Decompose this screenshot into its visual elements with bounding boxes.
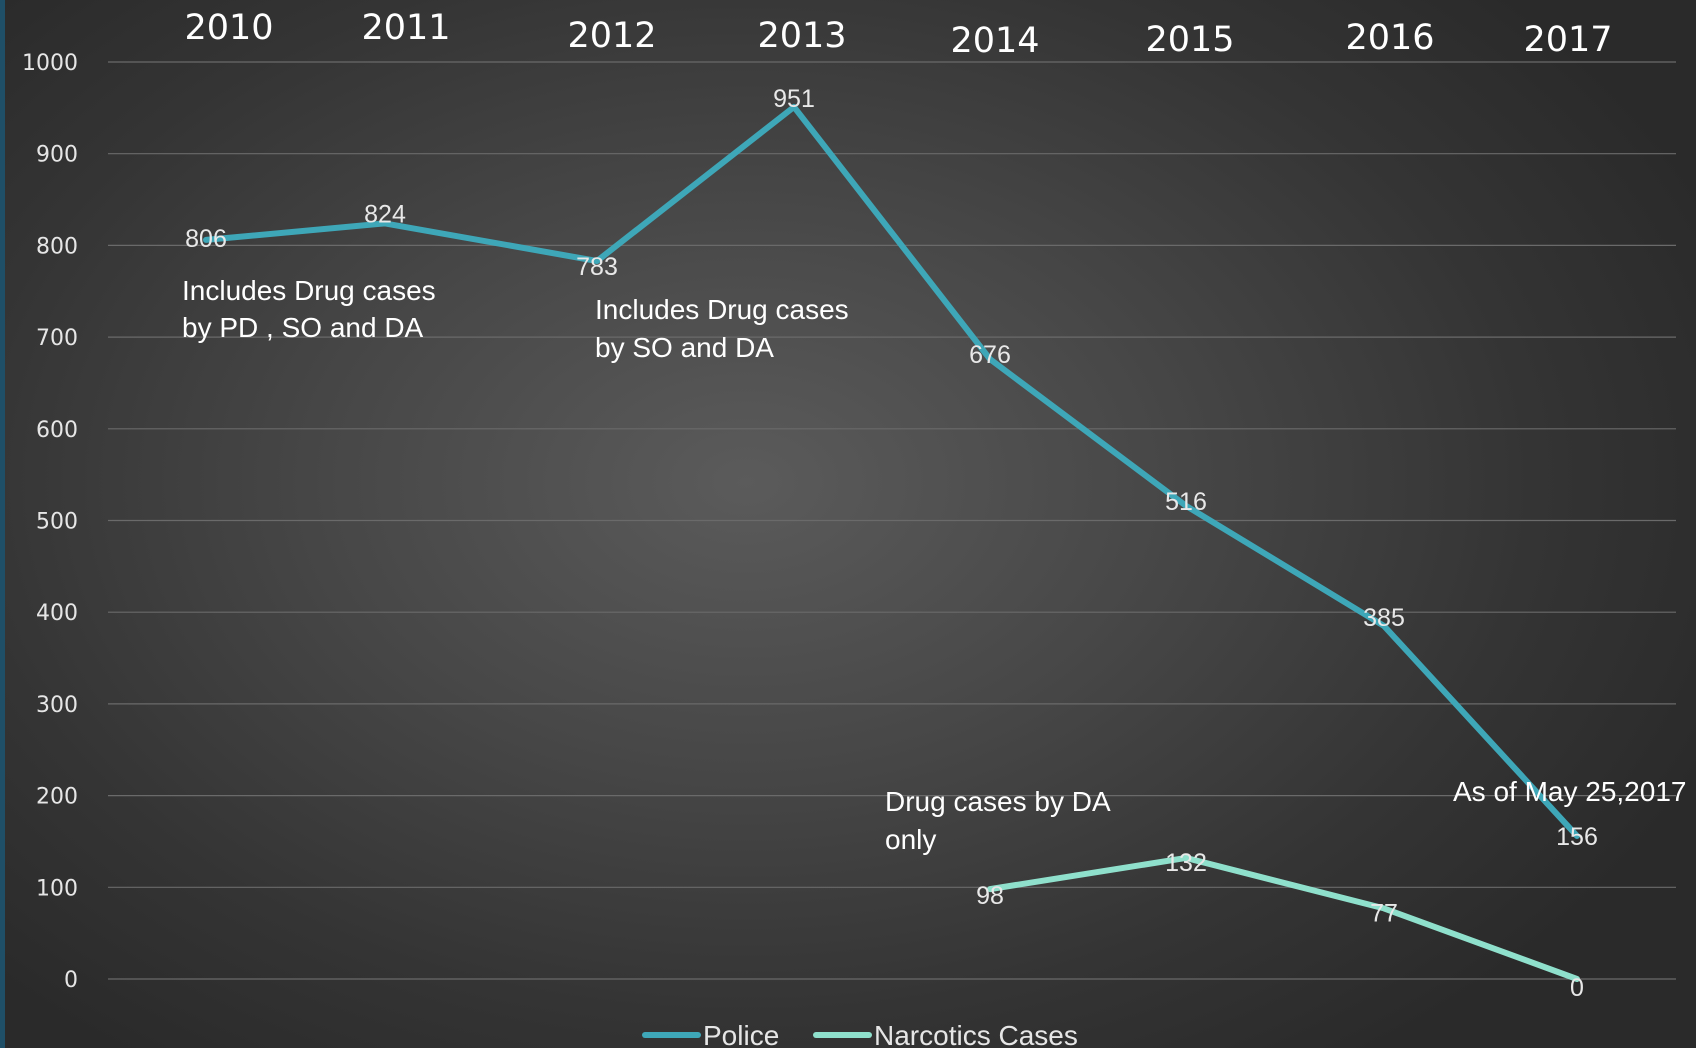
y-tick-label: 200 [36,785,78,810]
data-label: 98 [976,882,1004,910]
series-line-police [203,103,1580,839]
data-label: 783 [576,253,618,281]
annotation-so-da: Includes Drug cases by SO and DA [595,294,849,363]
legend-label-narcotics: Narcotics Cases [874,1020,1078,1048]
annotation-line: As of May 25,2017 [1453,776,1686,807]
gridlines [108,61,1676,980]
x-tick-label: 2010 [184,8,273,48]
x-tick-label: 2014 [950,21,1039,61]
data-label: 806 [185,225,227,253]
left-accent-bar [0,0,5,1048]
y-tick-label: 700 [36,326,78,351]
x-axis-year-labels: 2010 2011 2012 2013 2014 2015 2016 2017 [184,8,1612,61]
annotation-da-only: Drug cases by DA only [885,786,1111,855]
annotation-as-of: As of May 25,2017 [1453,776,1686,807]
annotation-line: by SO and DA [595,332,774,363]
series-line-narcotics [987,854,1580,982]
y-axis-tick-labels: 0 100 200 300 400 500 600 700 800 900 1000 [22,51,78,993]
y-tick-label: 100 [36,876,78,901]
y-tick-label: 900 [36,143,78,168]
series-lines [203,103,1580,982]
y-tick-label: 300 [36,693,78,718]
y-tick-label: 400 [36,601,78,626]
data-label: 385 [1363,604,1405,632]
data-label: 156 [1556,823,1598,851]
y-tick-label: 600 [36,418,78,443]
x-tick-label: 2016 [1345,18,1434,58]
annotation-line: Drug cases by DA [885,786,1111,817]
annotation-pd-so-da: Includes Drug cases by PD , SO and DA [182,275,436,343]
data-label: 132 [1165,849,1207,877]
data-label: 77 [1370,899,1398,927]
data-label: 516 [1165,488,1207,516]
y-tick-label: 500 [36,510,78,535]
y-tick-label: 800 [36,234,78,259]
data-label: 0 [1570,974,1584,1002]
annotation-line: Includes Drug cases [182,275,436,306]
x-tick-label: 2017 [1523,20,1612,60]
annotation-line: Includes Drug cases [595,294,849,325]
annotation-line: by PD , SO and DA [182,312,424,343]
data-labels: 806 824 783 951 676 516 385 156 98 132 77 0 [185,85,1598,1002]
y-tick-label: 0 [64,968,78,993]
y-tick-label: 1000 [22,51,78,76]
data-label: 676 [969,341,1011,369]
data-label: 824 [364,200,406,228]
x-tick-label: 2011 [361,8,450,48]
data-label: 951 [773,85,815,113]
legend-label-police: Police [703,1020,779,1048]
x-tick-label: 2013 [757,16,846,56]
x-tick-label: 2015 [1145,20,1234,60]
legend: Police Narcotics Cases [642,1020,1078,1048]
x-tick-label: 2012 [567,16,656,56]
annotation-line: only [885,824,936,855]
